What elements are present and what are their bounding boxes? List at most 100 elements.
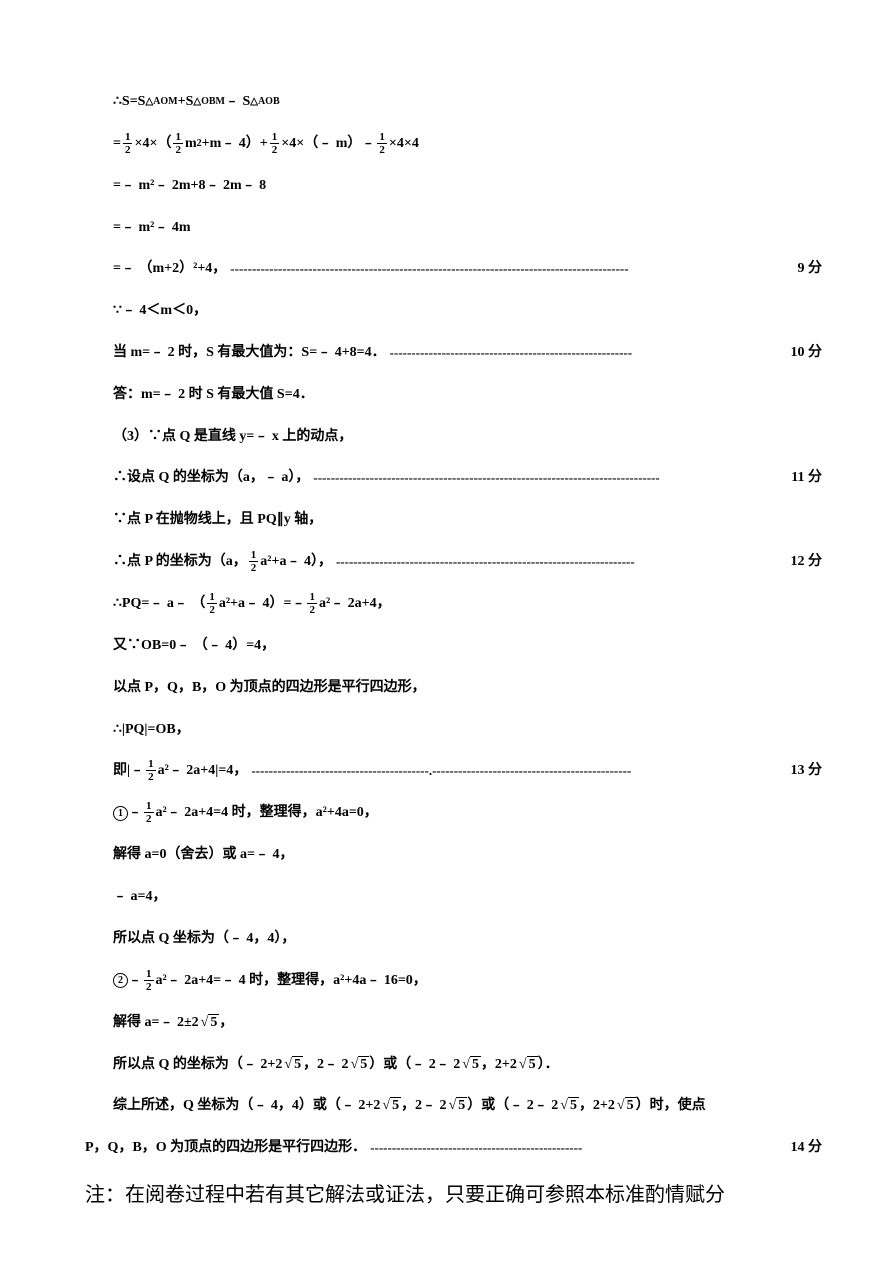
text: a²﹣ 2a+4|=4，	[158, 759, 248, 783]
text: a²+a﹣ 4），	[260, 550, 332, 574]
text: ，2﹣ 2	[401, 1094, 447, 1118]
line-pq: ∴PQ=﹣ a﹣ （ 12 a²+a﹣ 4）=﹣ 12 a²﹣ 2a+4，	[85, 592, 822, 616]
frac-half: 12	[377, 132, 387, 156]
text: ﹣	[128, 801, 142, 825]
text: ∴设点 Q 的坐标为（a，﹣ a），	[113, 466, 309, 490]
dash-leader: ----------------------------------------…	[309, 467, 787, 489]
line-domain: ∵﹣ 4＜m＜0，	[85, 299, 822, 323]
frac-half: 12	[144, 969, 154, 993]
text: 所以点 Q 的坐标为（﹣ 2+2	[113, 1053, 282, 1077]
text: +S	[178, 90, 194, 114]
text: a²﹣ 2a+4=4 时，整理得，a²+4a=0，	[156, 801, 378, 825]
line-abs-eq: 即|﹣ 12 a²﹣ 2a+4|=4， --------------------…	[85, 759, 822, 783]
text: ）或（﹣ 2﹣ 2	[467, 1094, 558, 1118]
line-pq-ob: ∴|PQ|=OB，	[85, 718, 822, 742]
score-12: 12 分	[787, 550, 823, 574]
text: ）或（﹣ 2﹣ 2	[369, 1053, 460, 1077]
text: ×4×（	[134, 132, 171, 156]
text: ∵﹣ 4＜m＜0，	[113, 299, 207, 323]
line-neg-a: ﹣ a=4，	[85, 885, 822, 909]
text: +m﹣ 4）+	[202, 132, 268, 156]
line-expand: = 12 ×4×（ 12 m2 +m﹣ 4）+ 12 ×4×（﹣ m）﹣ 12 …	[85, 132, 822, 156]
line-maxvalue: 当 m=﹣ 2 时，S 有最大值为：S=﹣ 4+8=4． -----------…	[85, 341, 822, 365]
frac-half: 12	[307, 592, 317, 616]
dash-leader: ----------------------------------------…	[247, 760, 786, 782]
text: ，2﹣ 2	[303, 1053, 349, 1077]
text: 又∵OB=0﹣ （﹣ 4）=4，	[113, 634, 275, 658]
frac-half: 12	[249, 550, 259, 574]
frac-half: 12	[173, 132, 183, 156]
sqrt-icon: √5	[349, 1053, 370, 1077]
score-14: 14 分	[787, 1136, 823, 1160]
text: ，2+2	[579, 1094, 615, 1118]
text: ﹣ S	[225, 90, 250, 114]
text: 当 m=﹣ 2 时，S 有最大值为：S=﹣ 4+8=4．	[113, 341, 386, 365]
score-13: 13 分	[787, 759, 823, 783]
text: ，2+2	[481, 1053, 517, 1077]
text: a²﹣ 2a+4，	[319, 592, 391, 616]
text: 综上所述，Q 坐标为（﹣ 4，4）或（﹣ 2+2	[113, 1094, 380, 1118]
grading-note: 注：在阅卷过程中若有其它解法或证法，只要正确可参照本标准酌情赋分	[85, 1178, 822, 1212]
line-solve-2: 解得 a=﹣ 2±2 √5 ，	[85, 1011, 822, 1035]
frac-half: 12	[207, 592, 217, 616]
text: ∵点 P 在抛物线上，且 PQ∥y 轴，	[113, 508, 322, 532]
text: P，Q，B，O 为顶点的四边形是平行四边形．	[85, 1136, 366, 1160]
frac-half: 12	[270, 132, 280, 156]
text: ∴点 P 的坐标为（a，	[113, 550, 247, 574]
text: 注：在阅卷过程中若有其它解法或证法，只要正确可参照本标准酌情赋分	[85, 1184, 725, 1206]
text: =﹣ m²﹣ 4m	[113, 216, 191, 240]
line-case-2: 2 ﹣ 12 a²﹣ 2a+4=﹣ 4 时，整理得，a²+4a﹣ 16=0，	[85, 969, 822, 993]
line-ob: 又∵OB=0﹣ （﹣ 4）=4，	[85, 634, 822, 658]
frac-half: 12	[123, 132, 133, 156]
sqrt-icon: √5	[282, 1053, 303, 1077]
line-solve-1: 解得 a=0（舍去）或 a=﹣ 4，	[85, 843, 822, 867]
sub: △AOM	[145, 93, 177, 110]
line-simplify-1: =﹣ m²﹣ 2m+8﹣ 2m﹣ 8	[85, 174, 822, 198]
text: m	[185, 132, 197, 156]
score-10: 10 分	[787, 341, 823, 365]
text: =﹣ m²﹣ 2m+8﹣ 2m﹣ 8	[113, 174, 266, 198]
text: a²+a﹣ 4）=﹣	[219, 592, 306, 616]
text: 以点 P，Q，B，O 为顶点的四边形是平行四边形，	[113, 676, 426, 700]
sqrt-icon: √5	[199, 1011, 220, 1035]
line-q-coord: ∴设点 Q 的坐标为（a，﹣ a）， ---------------------…	[85, 466, 822, 490]
text: 答：m=﹣ 2 时 S 有最大值 S=4．	[113, 383, 314, 407]
sqrt-icon: √5	[615, 1094, 636, 1118]
sqrt-icon: √5	[380, 1094, 401, 1118]
sqrt-icon: √5	[517, 1053, 538, 1077]
line-s-decomp: ∴S=S △AOM +S △OBM ﹣ S △AOB	[85, 90, 822, 114]
text: ∴S=S	[113, 90, 145, 114]
line-q2: 所以点 Q 的坐标为（﹣ 2+2 √5 ，2﹣ 2 √5 ）或（﹣ 2﹣ 2 √…	[85, 1053, 822, 1077]
dash-leader: ----------------------------------------…	[386, 342, 787, 364]
text: 所以点 Q 坐标为（﹣ 4，4），	[113, 927, 295, 951]
text: ﹣	[128, 969, 142, 993]
text: ∴|PQ|=OB，	[113, 718, 190, 742]
sqrt-icon: √5	[447, 1094, 468, 1118]
sqrt-icon: √5	[460, 1053, 481, 1077]
line-simplify-2: =﹣ m²﹣ 4m	[85, 216, 822, 240]
text: 解得 a=0（舍去）或 a=﹣ 4，	[113, 843, 293, 867]
score-9: 9 分	[794, 257, 823, 281]
text: a²﹣ 2a+4=﹣ 4 时，整理得，a²+4a﹣ 16=0，	[156, 969, 427, 993]
frac-half: 12	[146, 759, 156, 783]
text: 即|﹣	[113, 759, 144, 783]
text: ）时，使点	[636, 1094, 706, 1118]
sub: △OBM	[193, 93, 225, 110]
text: ∴PQ=﹣ a﹣ （	[113, 592, 205, 616]
text: ，	[219, 1011, 233, 1035]
sub: △AOB	[250, 93, 279, 110]
circled-1-icon: 1	[113, 806, 128, 821]
line-answer-2: 答：m=﹣ 2 时 S 有最大值 S=4．	[85, 383, 822, 407]
frac-half: 12	[144, 801, 154, 825]
circled-2-icon: 2	[113, 973, 128, 988]
dash-leader: ----------------------------------------…	[332, 551, 787, 573]
line-p-on-parabola: ∵点 P 在抛物线上，且 PQ∥y 轴，	[85, 508, 822, 532]
score-11: 11 分	[787, 466, 822, 490]
line-case-1: 1 ﹣ 12 a²﹣ 2a+4=4 时，整理得，a²+4a=0，	[85, 801, 822, 825]
line-part3-start: （3）∵点 Q 是直线 y=﹣ x 上的动点，	[85, 425, 822, 449]
text: ﹣ a=4，	[113, 885, 166, 909]
line-summary-2: P，Q，B，O 为顶点的四边形是平行四边形． -----------------…	[85, 1136, 822, 1160]
line-p-coord: ∴点 P 的坐标为（a， 12 a²+a﹣ 4）， --------------…	[85, 550, 822, 574]
dash-leader: ----------------------------------------…	[366, 1137, 786, 1159]
line-q1: 所以点 Q 坐标为（﹣ 4，4），	[85, 927, 822, 951]
